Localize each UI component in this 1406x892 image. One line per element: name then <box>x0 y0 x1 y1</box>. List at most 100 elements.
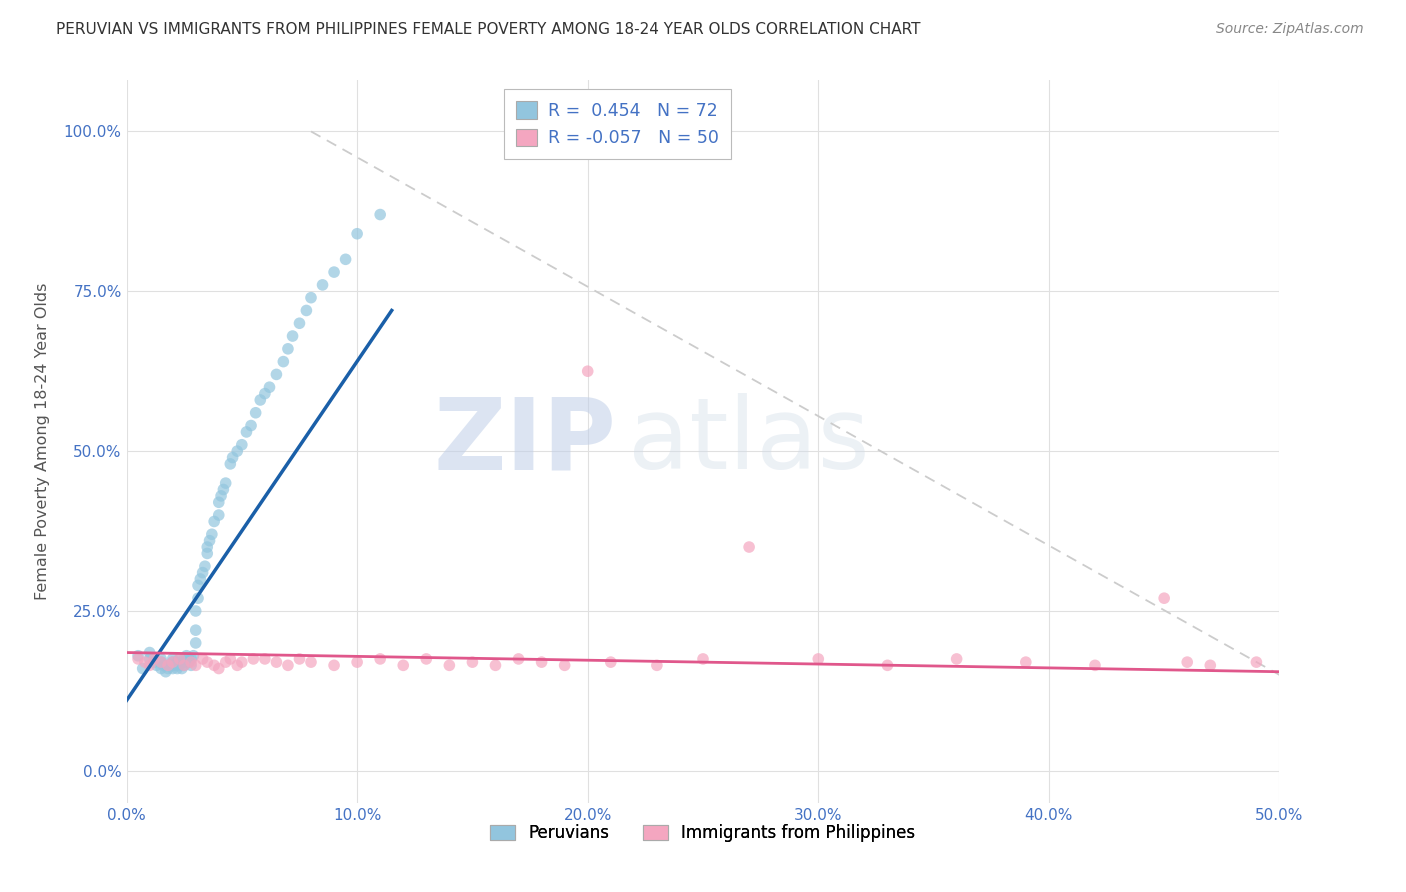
Point <box>231 655 253 669</box>
Point <box>208 661 231 675</box>
Point <box>281 329 304 343</box>
Point <box>484 658 506 673</box>
Point <box>195 546 218 560</box>
Point <box>177 652 200 666</box>
Point <box>143 652 166 666</box>
Text: Source: ZipAtlas.com: Source: ZipAtlas.com <box>1216 22 1364 37</box>
Text: PERUVIAN VS IMMIGRANTS FROM PHILIPPINES FEMALE POVERTY AMONG 18-24 YEAR OLDS COR: PERUVIAN VS IMMIGRANTS FROM PHILIPPINES … <box>56 22 921 37</box>
Point <box>184 658 207 673</box>
Point <box>180 655 202 669</box>
Point <box>266 368 288 382</box>
Point <box>299 291 322 305</box>
Point <box>170 661 193 675</box>
Point <box>1246 655 1268 669</box>
Point <box>138 652 160 666</box>
Point <box>240 418 263 433</box>
Point <box>209 489 232 503</box>
Point <box>1084 658 1107 673</box>
Point <box>242 652 264 666</box>
Point <box>184 604 207 618</box>
Point <box>173 658 195 673</box>
Point <box>173 658 195 673</box>
Point <box>368 208 391 222</box>
Point <box>346 655 368 669</box>
Point <box>134 655 156 669</box>
Point <box>1153 591 1175 606</box>
Point <box>226 444 249 458</box>
Point <box>157 661 180 675</box>
Point <box>194 559 217 574</box>
Point <box>945 652 967 666</box>
Point <box>166 655 188 669</box>
Point <box>138 646 160 660</box>
Point <box>152 658 174 673</box>
Point <box>145 658 167 673</box>
Point <box>277 342 299 356</box>
Point <box>415 652 437 666</box>
Point <box>138 658 160 673</box>
Point <box>195 540 218 554</box>
Point <box>530 655 553 669</box>
Point <box>166 661 188 675</box>
Point <box>508 652 530 666</box>
Point <box>245 406 267 420</box>
Point <box>169 658 191 673</box>
Point <box>177 655 200 669</box>
Point <box>259 380 281 394</box>
Point <box>150 661 173 675</box>
Point <box>169 652 191 666</box>
Point <box>576 364 599 378</box>
Point <box>208 508 231 522</box>
Point <box>155 665 177 679</box>
Point <box>323 265 346 279</box>
Point <box>219 457 242 471</box>
Point <box>645 658 668 673</box>
Point <box>288 316 311 330</box>
Point <box>311 277 333 292</box>
Point <box>208 495 231 509</box>
Point <box>1015 655 1038 669</box>
Point <box>368 652 391 666</box>
Point <box>253 652 276 666</box>
Point <box>738 540 761 554</box>
Point <box>191 566 214 580</box>
Point <box>163 658 186 673</box>
Point <box>231 438 253 452</box>
Point <box>323 658 346 673</box>
Point <box>1199 658 1222 673</box>
Point <box>807 652 830 666</box>
Point <box>299 655 322 669</box>
Point <box>235 425 257 439</box>
Point <box>173 652 195 666</box>
Point <box>215 476 238 491</box>
Point <box>184 623 207 637</box>
Point <box>198 533 221 548</box>
Point <box>188 572 211 586</box>
Point <box>162 655 184 669</box>
Text: atlas: atlas <box>628 393 870 490</box>
Point <box>221 450 243 465</box>
Point <box>143 655 166 669</box>
Point <box>461 655 484 669</box>
Point <box>150 652 173 666</box>
Point <box>249 392 271 407</box>
Point <box>180 652 202 666</box>
Point <box>162 655 184 669</box>
Point <box>202 515 225 529</box>
Point <box>554 658 576 673</box>
Legend: Peruvians, Immigrants from Philippines: Peruvians, Immigrants from Philippines <box>484 817 922 848</box>
Point <box>191 652 214 666</box>
Point <box>173 655 195 669</box>
Text: ZIP: ZIP <box>433 393 617 490</box>
Point <box>253 386 276 401</box>
Point <box>439 658 461 673</box>
Point <box>127 652 149 666</box>
Point <box>162 661 184 675</box>
Point <box>159 658 181 673</box>
Point <box>180 658 202 673</box>
Point <box>219 652 242 666</box>
Point <box>150 655 173 669</box>
Point <box>162 658 184 673</box>
Point <box>195 655 218 669</box>
Point <box>335 252 357 267</box>
